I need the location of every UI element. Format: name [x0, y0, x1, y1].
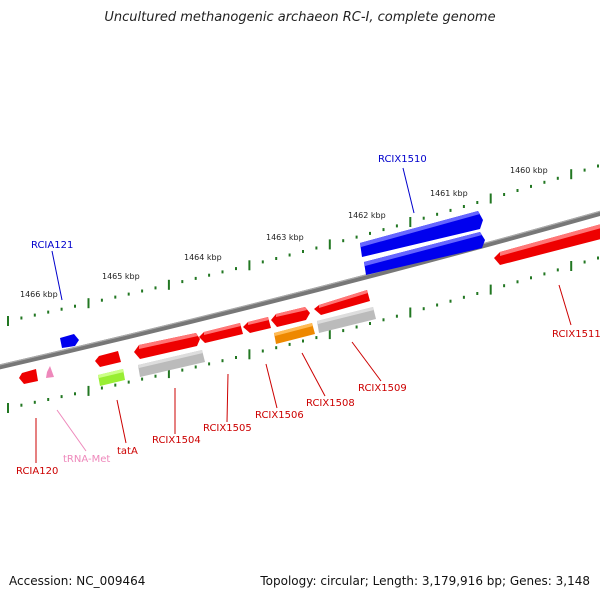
label-RCIX1504: RCIX1504 [152, 435, 201, 446]
accession-text: Accession: NC_009464 [9, 574, 146, 588]
label-RCIX1506: RCIX1506 [255, 410, 304, 421]
leader-RCIX1509 [351, 341, 382, 382]
feature-RCIX1511[interactable] [494, 223, 600, 265]
feature-RCIA121[interactable] [60, 334, 79, 348]
upper-tick-track [7, 164, 599, 326]
label-tatA: tatA [117, 446, 138, 457]
map-title: Uncultured methanogenic archaeon RC-I, c… [104, 10, 496, 25]
feature-RCIX1504-pseudo[interactable] [138, 350, 205, 377]
label-tRNA-Met: tRNA-Met [63, 454, 110, 465]
leader-RCIX1506 [265, 363, 278, 409]
genome-backbone-highlight [0, 210, 600, 366]
feature-tatA-green[interactable] [98, 369, 125, 386]
feature-RCIX1506[interactable] [243, 317, 271, 333]
scale-label-1462: 1462 kbp [348, 211, 386, 220]
label-RCIX1508: RCIX1508 [306, 398, 355, 409]
label-RCIX1510: RCIX1510 [378, 154, 427, 165]
feature-RCIX1508[interactable] [274, 323, 315, 344]
label-RCIX1505: RCIX1505 [203, 423, 252, 434]
lower-tick-track [7, 256, 599, 413]
leader-tRNA-Met [56, 409, 87, 452]
scale-label-1464: 1464 kbp [184, 253, 222, 262]
feature-RCIX1507[interactable] [271, 307, 310, 327]
scale-label-1460: 1460 kbp [510, 166, 548, 175]
feature-RCIX1509-pseudo[interactable] [317, 307, 376, 333]
feature-tRNA-Met[interactable] [46, 366, 54, 378]
leader-RCIX1511 [558, 284, 572, 326]
leader-RCIX1505 [226, 373, 229, 423]
label-RCIX1511: RCIX1511 [552, 329, 600, 340]
feature-RCIX1504[interactable] [134, 333, 200, 359]
feature-RCIX1510-b[interactable] [364, 232, 485, 275]
leader-RCIX1508 [301, 352, 326, 397]
feature-tatA-red[interactable] [95, 351, 121, 367]
feature-RCIX1505[interactable] [199, 323, 243, 343]
leader-tatA [116, 399, 127, 444]
scale-label-1465: 1465 kbp [102, 272, 140, 281]
genome-summary-text: Topology: circular; Length: 3,179,916 bp… [260, 574, 590, 588]
scale-label-1466: 1466 kbp [20, 290, 58, 299]
label-RCIX1509: RCIX1509 [358, 383, 407, 394]
label-RCIA120: RCIA120 [16, 466, 58, 477]
scale-label-1461: 1461 kbp [430, 189, 468, 198]
feature-RCIX1510-a[interactable] [360, 211, 483, 257]
leader-RCIX1510 [402, 167, 415, 214]
scale-label-1463: 1463 kbp [266, 233, 304, 242]
label-RCIA121: RCIA121 [31, 240, 73, 251]
feature-RCIX1509[interactable] [314, 290, 370, 315]
genome-backbone [0, 210, 600, 370]
leader-RCIA121 [51, 250, 63, 301]
feature-RCIA120[interactable] [19, 369, 38, 384]
